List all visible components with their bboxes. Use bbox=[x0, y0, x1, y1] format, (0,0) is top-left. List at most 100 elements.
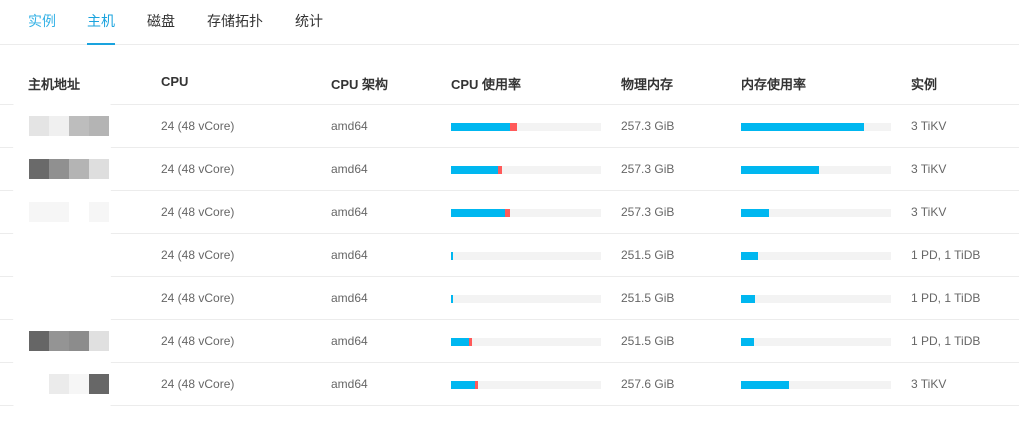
memory-usage-bar bbox=[741, 209, 891, 217]
cpu-user-segment bbox=[451, 381, 475, 389]
cpu-cores: 24 (48 vCore) bbox=[161, 334, 235, 348]
cpu-arch: amd64 bbox=[331, 119, 368, 133]
redaction-pixel bbox=[49, 245, 69, 265]
col-host-address[interactable]: 主机地址 bbox=[28, 77, 81, 92]
memory-usage-bar bbox=[741, 295, 891, 303]
memory-usage-bar bbox=[741, 252, 891, 260]
host-address-redacted bbox=[29, 202, 109, 222]
physical-memory: 257.3 GiB bbox=[621, 119, 675, 133]
table-row[interactable]: 24 (48 vCore) amd64 251.5 GiB 1 PD, 1 Ti… bbox=[0, 232, 1019, 278]
tab-storage-topology[interactable]: 存储拓扑 bbox=[207, 13, 263, 29]
tab-statistics[interactable]: 统计 bbox=[295, 13, 323, 29]
table-row[interactable]: 24 (48 vCore) amd64 257.6 GiB 3 TiKV bbox=[0, 361, 1019, 407]
memory-used-segment bbox=[741, 123, 864, 131]
table-header: 主机地址 CPU CPU 架构 CPU 使用率 物理内存 内存使用率 实例 bbox=[0, 60, 1019, 105]
redaction-pixel bbox=[89, 331, 109, 351]
table-row[interactable]: 24 (48 vCore) amd64 251.5 GiB 1 PD, 1 Ti… bbox=[0, 275, 1019, 321]
physical-memory: 257.3 GiB bbox=[621, 205, 675, 219]
host-address-redacted bbox=[29, 288, 109, 308]
redaction-pixel bbox=[69, 374, 89, 394]
redaction-pixel bbox=[69, 159, 89, 179]
cpu-system-segment bbox=[497, 166, 502, 174]
instances: 1 PD, 1 TiDB bbox=[911, 248, 981, 262]
cpu-arch: amd64 bbox=[331, 291, 368, 305]
cpu-usage-bar bbox=[451, 209, 601, 217]
table-row[interactable]: 24 (48 vCore) amd64 257.3 GiB 3 TiKV bbox=[0, 103, 1019, 149]
col-memory-usage[interactable]: 内存使用率 bbox=[741, 77, 807, 92]
col-cpu-arch[interactable]: CPU 架构 bbox=[331, 77, 389, 92]
redaction-pixel bbox=[89, 202, 109, 222]
memory-used-segment bbox=[741, 252, 758, 260]
col-instances[interactable]: 实例 bbox=[911, 77, 938, 92]
redaction-pixel bbox=[49, 202, 69, 222]
cpu-cores: 24 (48 vCore) bbox=[161, 291, 235, 305]
redaction-pixel bbox=[69, 202, 89, 222]
memory-used-segment bbox=[741, 338, 755, 346]
redaction-pixel bbox=[69, 331, 89, 351]
table-row[interactable]: 24 (48 vCore) amd64 257.3 GiB 3 TiKV bbox=[0, 146, 1019, 192]
redaction-pixel bbox=[89, 374, 109, 394]
table-row[interactable]: 24 (48 vCore) amd64 251.5 GiB 1 PD, 1 Ti… bbox=[0, 318, 1019, 364]
memory-usage-bar bbox=[741, 166, 891, 174]
physical-memory: 251.5 GiB bbox=[621, 248, 675, 262]
cpu-system-segment bbox=[509, 123, 517, 131]
cpu-usage-bar bbox=[451, 338, 601, 346]
cpu-arch: amd64 bbox=[331, 248, 368, 262]
redaction-pixel bbox=[49, 159, 69, 179]
memory-used-segment bbox=[741, 209, 770, 217]
redaction-pixel bbox=[69, 116, 89, 136]
cpu-cores: 24 (48 vCore) bbox=[161, 377, 235, 391]
memory-usage-bar bbox=[741, 123, 891, 131]
col-memory[interactable]: 物理内存 bbox=[621, 77, 674, 92]
redaction-pixel bbox=[89, 288, 109, 308]
host-address-redacted bbox=[29, 116, 109, 136]
instances: 3 TiKV bbox=[911, 119, 947, 133]
memory-usage-bar bbox=[741, 338, 891, 346]
memory-used-segment bbox=[741, 295, 755, 303]
cpu-usage-bar bbox=[451, 295, 601, 303]
instances: 3 TiKV bbox=[911, 377, 947, 391]
host-address-redacted bbox=[29, 374, 109, 394]
tab-instances[interactable]: 实例 bbox=[28, 13, 56, 29]
cpu-arch: amd64 bbox=[331, 162, 368, 176]
memory-used-segment bbox=[741, 381, 789, 389]
redaction-pixel bbox=[49, 288, 69, 308]
redaction-pixel bbox=[49, 116, 69, 136]
redaction-pixel bbox=[29, 116, 49, 136]
cpu-system-segment bbox=[469, 338, 472, 346]
cpu-usage-bar bbox=[451, 166, 601, 174]
host-address-redacted bbox=[29, 159, 109, 179]
redaction-pixel bbox=[29, 374, 49, 394]
tab-bar: 实例 主机 磁盘 存储拓扑 统计 bbox=[0, 0, 1019, 45]
cpu-user-segment bbox=[451, 338, 470, 346]
redaction-pixel bbox=[89, 159, 109, 179]
hosts-table: 主机地址 CPU CPU 架构 CPU 使用率 物理内存 内存使用率 实例 24… bbox=[0, 60, 1019, 407]
cpu-arch: amd64 bbox=[331, 334, 368, 348]
memory-used-segment bbox=[741, 166, 819, 174]
host-address-redacted bbox=[29, 331, 109, 351]
tab-disks[interactable]: 磁盘 bbox=[147, 13, 175, 29]
instances: 1 PD, 1 TiDB bbox=[911, 291, 981, 305]
cpu-user-segment bbox=[451, 252, 453, 260]
cpu-cores: 24 (48 vCore) bbox=[161, 162, 235, 176]
cpu-cores: 24 (48 vCore) bbox=[161, 119, 235, 133]
physical-memory: 257.6 GiB bbox=[621, 377, 675, 391]
instances: 1 PD, 1 TiDB bbox=[911, 334, 981, 348]
cpu-user-segment bbox=[451, 123, 510, 131]
redaction-pixel bbox=[89, 116, 109, 136]
table-row[interactable]: 24 (48 vCore) amd64 257.3 GiB 3 TiKV bbox=[0, 189, 1019, 235]
cpu-system-segment bbox=[505, 209, 510, 217]
redaction-pixel bbox=[29, 202, 49, 222]
redaction-pixel bbox=[49, 374, 69, 394]
col-cpu[interactable]: CPU bbox=[161, 74, 189, 89]
cpu-usage-bar bbox=[451, 252, 601, 260]
redaction-pixel bbox=[69, 245, 89, 265]
redaction-pixel bbox=[69, 288, 89, 308]
tab-hosts[interactable]: 主机 bbox=[87, 11, 115, 45]
memory-usage-bar bbox=[741, 381, 891, 389]
cpu-arch: amd64 bbox=[331, 205, 368, 219]
col-cpu-usage[interactable]: CPU 使用率 bbox=[451, 77, 522, 92]
redaction-pixel bbox=[29, 245, 49, 265]
cpu-cores: 24 (48 vCore) bbox=[161, 205, 235, 219]
cpu-cores: 24 (48 vCore) bbox=[161, 248, 235, 262]
